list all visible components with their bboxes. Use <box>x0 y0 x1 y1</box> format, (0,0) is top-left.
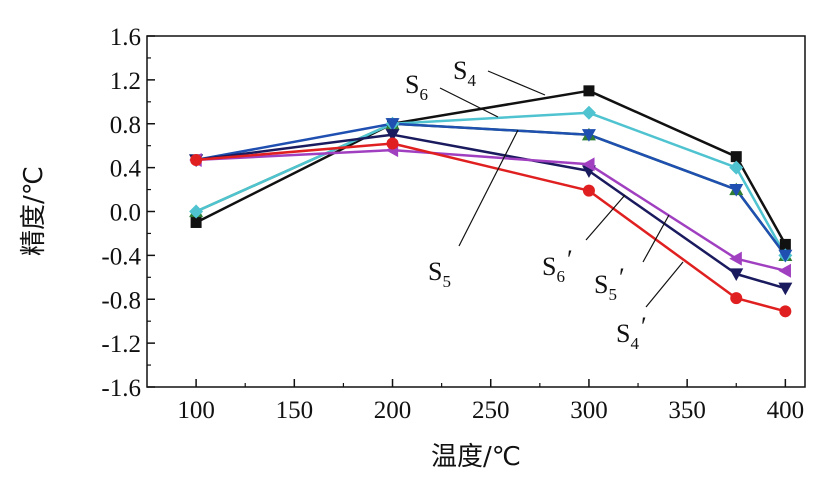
series-label: S6 <box>405 70 428 104</box>
y-tick-label: 1.6 <box>110 24 141 51</box>
y-tick-label: -1.6 <box>101 375 141 402</box>
data-point-triangle-down <box>778 249 793 263</box>
series-label: S6′ <box>542 245 573 286</box>
data-point-diamond <box>189 204 204 219</box>
data-point-triangle-down <box>729 268 744 282</box>
data-point-circle <box>190 153 203 166</box>
x-tick-labels: 100 150 200 250 300 350 400 <box>177 397 804 424</box>
series-lines <box>195 89 787 313</box>
series-label: S5 <box>428 257 451 291</box>
y-tick-labels: 1.6 1.2 0.8 0.4 0.0 -0.4 -0.8 -1.2 -1.6 <box>101 24 141 402</box>
series-line <box>195 122 787 257</box>
y-tick-label: 0.0 <box>110 200 141 227</box>
data-point-circle <box>730 292 743 305</box>
annotation-leader-line <box>439 87 499 118</box>
data-point-circle <box>779 305 792 318</box>
y-tick-label: 0.4 <box>110 156 142 183</box>
y-tick-label: -0.4 <box>101 243 141 270</box>
y-tick-label: 1.2 <box>110 68 141 95</box>
annotation-leader-line <box>642 214 670 263</box>
data-point-diamond <box>581 105 596 120</box>
series-label: S4′ <box>616 312 647 353</box>
x-tick-label: 400 <box>767 397 805 424</box>
data-point-square <box>583 85 595 97</box>
series-label: S5′ <box>594 263 625 304</box>
data-point-triangle-down <box>778 282 793 296</box>
data-point-circle <box>386 137 399 150</box>
data-point-triangle-down <box>385 118 400 131</box>
x-tick-label: 250 <box>472 397 510 424</box>
data-point-square <box>730 151 742 163</box>
data-point-triangle-left <box>778 263 791 278</box>
data-point-square <box>190 216 202 228</box>
data-point-square <box>779 238 791 250</box>
data-point-triangle-left <box>581 157 595 172</box>
series-markers <box>189 85 793 318</box>
data-point-triangle-down <box>385 129 400 142</box>
annotation-leader-line <box>645 261 684 308</box>
y-axis-label: 精度/℃ <box>19 166 49 256</box>
x-tick-label: 200 <box>374 397 412 424</box>
x-tick-label: 150 <box>276 397 314 424</box>
series-label: S4 <box>453 56 476 90</box>
data-point-diamond <box>729 160 744 175</box>
y-tick-label: -1.2 <box>101 331 141 358</box>
y-tick-label: -0.8 <box>101 287 141 314</box>
annotation-leader-line <box>585 194 626 241</box>
data-point-triangle-down <box>581 129 596 142</box>
data-point-circle <box>582 184 595 197</box>
data-point-triangle-down <box>729 183 744 197</box>
x-tick-label: 350 <box>668 397 706 424</box>
series-annotations: S4 S6 S5 S6′ S5′ S4′ <box>405 56 684 353</box>
x-axis-label: 温度/℃ <box>431 442 521 472</box>
annotation-leader-line <box>458 129 519 247</box>
series-line <box>195 142 786 313</box>
y-tick-label: 0.8 <box>110 112 141 139</box>
axis-ticks <box>147 35 787 388</box>
data-point-triangle-left <box>729 251 742 266</box>
x-tick-label: 300 <box>570 397 608 424</box>
x-tick-label: 100 <box>177 397 215 424</box>
annotation-leader-line <box>487 70 546 96</box>
